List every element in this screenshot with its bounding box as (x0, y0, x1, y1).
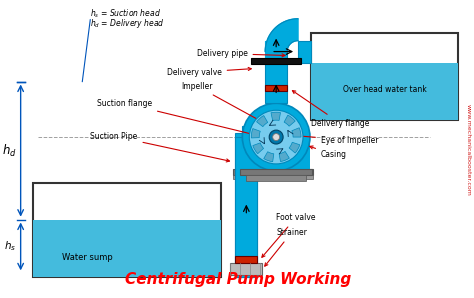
Text: Strainer: Strainer (265, 228, 307, 266)
Wedge shape (256, 116, 268, 127)
Bar (246, 175, 306, 181)
Bar (242, 126, 257, 148)
Text: Delivery valve: Delivery valve (167, 67, 251, 77)
Bar (265, 41, 287, 63)
Circle shape (273, 134, 280, 141)
Bar (236, 137, 257, 277)
Bar (240, 169, 312, 175)
Text: Suction Pipe: Suction Pipe (90, 132, 229, 162)
Text: Casing: Casing (310, 146, 347, 159)
Bar (236, 256, 257, 263)
Wedge shape (289, 142, 300, 153)
Circle shape (269, 130, 283, 144)
Text: $h_d$ = Delivery head: $h_d$ = Delivery head (90, 17, 165, 30)
Bar (33, 220, 221, 277)
Bar (251, 58, 301, 63)
Text: Delivery flange: Delivery flange (292, 91, 369, 128)
Text: $h_d$: $h_d$ (2, 142, 17, 159)
Bar (230, 263, 262, 275)
Circle shape (242, 103, 310, 171)
Bar (298, 41, 311, 63)
Bar (265, 41, 287, 103)
Wedge shape (251, 128, 260, 138)
Text: Impeller: Impeller (182, 82, 264, 123)
Circle shape (249, 110, 303, 164)
Wedge shape (292, 128, 301, 137)
Wedge shape (284, 115, 295, 126)
Text: Delivery pipe: Delivery pipe (197, 49, 285, 58)
Polygon shape (265, 19, 298, 52)
Bar (233, 175, 313, 179)
Text: Centrifugal Pump Working: Centrifugal Pump Working (125, 272, 352, 287)
Wedge shape (271, 112, 281, 120)
Bar (242, 137, 310, 172)
Text: Suction flange: Suction flange (97, 99, 260, 137)
Bar (265, 85, 287, 91)
Text: Water sump: Water sump (62, 253, 113, 262)
Bar (311, 33, 458, 120)
Wedge shape (264, 152, 274, 162)
Text: www.mechanicalbooster.com: www.mechanicalbooster.com (465, 104, 471, 196)
Text: $h_s$ = Suction head: $h_s$ = Suction head (90, 8, 161, 20)
Text: Foot valve: Foot valve (262, 213, 316, 257)
Text: Eye of Impeller: Eye of Impeller (292, 134, 378, 145)
Bar (311, 63, 458, 120)
Bar (233, 169, 313, 175)
Bar (236, 133, 257, 277)
Wedge shape (279, 151, 289, 162)
Wedge shape (253, 143, 264, 154)
Text: Over head water tank: Over head water tank (343, 85, 427, 94)
Bar (33, 183, 221, 277)
Text: $h_s$: $h_s$ (4, 240, 17, 253)
Bar (261, 126, 267, 148)
